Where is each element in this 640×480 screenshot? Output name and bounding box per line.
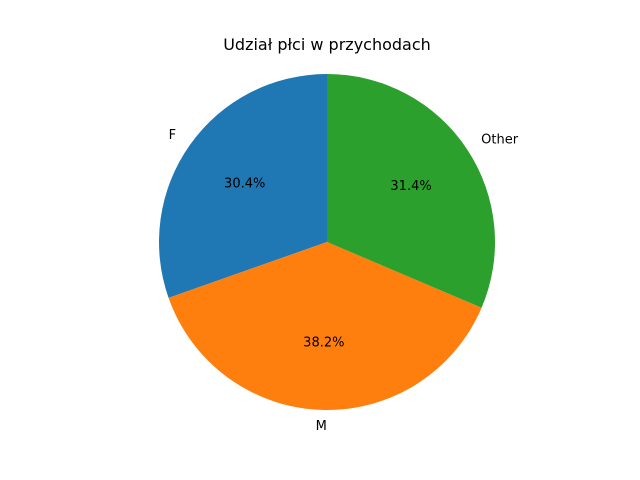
- pie-percentage-label: 30.4%: [224, 176, 265, 191]
- pie-category-label: Other: [481, 133, 519, 148]
- pie-category-label: M: [316, 419, 327, 434]
- pie-slice-other: [327, 74, 495, 308]
- pie-slices: [159, 74, 495, 410]
- pie-category-label: F: [169, 128, 176, 143]
- chart-title: Udział płci w przychodach: [223, 35, 431, 54]
- pie-labels: F 30.4% M 38.2% Other 31.4%: [169, 128, 519, 434]
- pie-percentage-label: 31.4%: [390, 179, 431, 194]
- pie-percentage-label: 38.2%: [303, 335, 344, 350]
- pie-slice-m: [168, 242, 482, 410]
- pie-slice-f: [159, 74, 327, 298]
